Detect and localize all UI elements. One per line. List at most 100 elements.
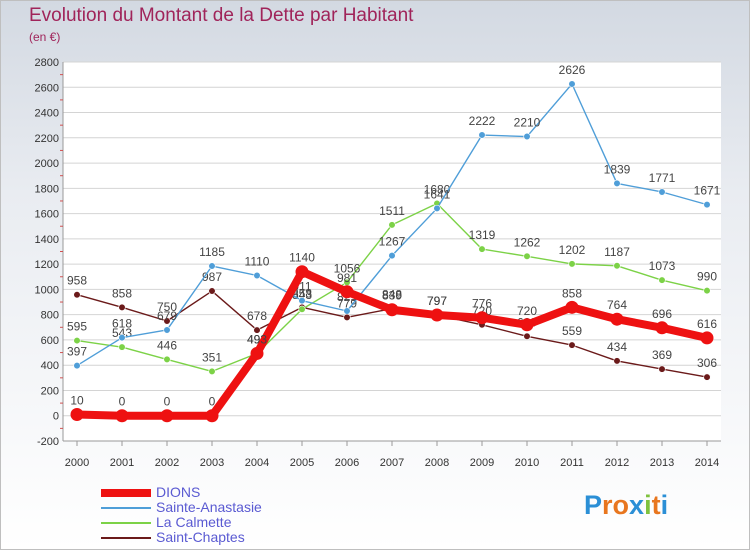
data-label: 2210 <box>514 116 541 130</box>
legend-label: La Calmette <box>156 514 232 530</box>
data-label: 848 <box>382 288 402 302</box>
data-label: 446 <box>157 338 177 352</box>
data-label: 1202 <box>559 243 586 257</box>
data-label: 958 <box>67 274 87 288</box>
data-label: 0 <box>119 395 126 409</box>
data-label: 779 <box>337 296 357 310</box>
data-point <box>520 318 534 332</box>
data-point <box>250 346 264 360</box>
data-label: 0 <box>209 395 216 409</box>
data-label: 10 <box>70 393 84 407</box>
data-point <box>70 407 84 421</box>
data-label: 1680 <box>424 182 451 196</box>
data-point <box>703 373 711 381</box>
y-tick-label: -200 <box>37 436 59 448</box>
legend-label: DIONS <box>156 484 201 500</box>
x-tick-label: 2009 <box>470 457 494 469</box>
data-label: 618 <box>112 317 132 331</box>
x-tick-label: 2012 <box>605 457 629 469</box>
data-label: 776 <box>472 297 492 311</box>
legend-swatch <box>101 537 151 539</box>
data-point <box>568 80 576 88</box>
data-label: 1641 <box>424 187 451 201</box>
data-point <box>523 132 531 141</box>
data-point <box>73 291 81 299</box>
data-label: 990 <box>697 270 717 284</box>
data-point <box>613 357 621 365</box>
data-point <box>658 276 666 284</box>
series-la-calmette: 595 5434463514938431056151116801319126212… <box>67 182 717 375</box>
data-label: 797 <box>427 294 447 308</box>
y-tick-label: 200 <box>41 385 59 397</box>
data-label: 1319 <box>469 228 496 242</box>
y-tick-label: 800 <box>41 310 59 322</box>
data-point <box>610 312 624 326</box>
data-point <box>565 300 579 314</box>
x-tick-label: 2013 <box>650 457 674 469</box>
data-label: 434 <box>607 340 627 354</box>
data-label: 858 <box>112 286 132 300</box>
data-label: 1267 <box>379 235 406 249</box>
x-tick-label: 2002 <box>155 457 179 469</box>
legend-label: Saint-Chaptes <box>156 529 245 545</box>
data-point <box>478 245 486 253</box>
data-point <box>388 252 396 260</box>
data-label: 2626 <box>559 63 586 77</box>
data-point <box>298 305 306 313</box>
y-tick-label: 1800 <box>35 183 59 195</box>
y-tick-label: 1400 <box>35 234 59 246</box>
y-tick-label: 2000 <box>35 158 59 170</box>
logo-letter: t <box>651 490 661 520</box>
x-tick-label: 2008 <box>425 457 449 469</box>
data-point <box>523 332 531 340</box>
y-tick-label: 2800 <box>35 57 59 69</box>
x-tick-label: 2005 <box>290 457 314 469</box>
y-tick-label: 0 <box>53 411 59 423</box>
legend-swatch <box>101 522 151 524</box>
data-label: 595 <box>67 320 87 334</box>
data-point <box>433 204 441 213</box>
data-point <box>163 326 171 334</box>
data-point <box>655 321 669 335</box>
data-point <box>295 265 309 279</box>
x-tick-label: 2010 <box>515 457 539 469</box>
data-point <box>118 334 126 342</box>
legend-swatch <box>101 507 151 509</box>
data-label: 397 <box>67 345 87 359</box>
data-label: 764 <box>607 298 627 312</box>
data-label: 1110 <box>245 255 270 269</box>
data-point <box>160 409 174 423</box>
data-label: 2222 <box>469 114 496 128</box>
data-label: 720 <box>517 304 537 318</box>
data-point <box>253 271 261 280</box>
data-label: 351 <box>202 350 222 364</box>
logo-letter: r <box>602 490 613 520</box>
data-label: 679 <box>157 309 177 323</box>
y-tick-label: 600 <box>41 335 59 347</box>
y-tick-label: 1600 <box>35 209 59 221</box>
data-label: 839 <box>382 289 402 303</box>
data-label: 1671 <box>694 184 721 198</box>
series-dions: 10 0 0 0 493 1140 981 839 797 776 720 858 764 696 616 <box>70 251 717 423</box>
data-point <box>475 311 489 325</box>
data-label: 559 <box>562 324 582 338</box>
data-point <box>298 297 306 305</box>
data-label: 678 <box>247 309 267 323</box>
data-label: 750 <box>157 300 177 314</box>
data-point <box>703 287 711 295</box>
y-tick-label: 2600 <box>35 82 59 94</box>
data-label: 843 <box>292 288 312 302</box>
data-point <box>73 361 81 370</box>
legend-swatch <box>101 489 151 497</box>
data-point <box>73 336 81 345</box>
data-label: 1073 <box>649 259 676 273</box>
x-tick-label: 2006 <box>335 457 359 469</box>
x-tick-label: 2007 <box>380 457 404 469</box>
data-point <box>523 252 531 260</box>
data-point <box>208 262 216 270</box>
data-point <box>613 179 621 188</box>
logo-letter: i <box>644 490 652 520</box>
data-label: 981 <box>337 271 357 285</box>
logo-letter: P <box>584 490 603 520</box>
x-tick-label: 2003 <box>200 457 224 469</box>
